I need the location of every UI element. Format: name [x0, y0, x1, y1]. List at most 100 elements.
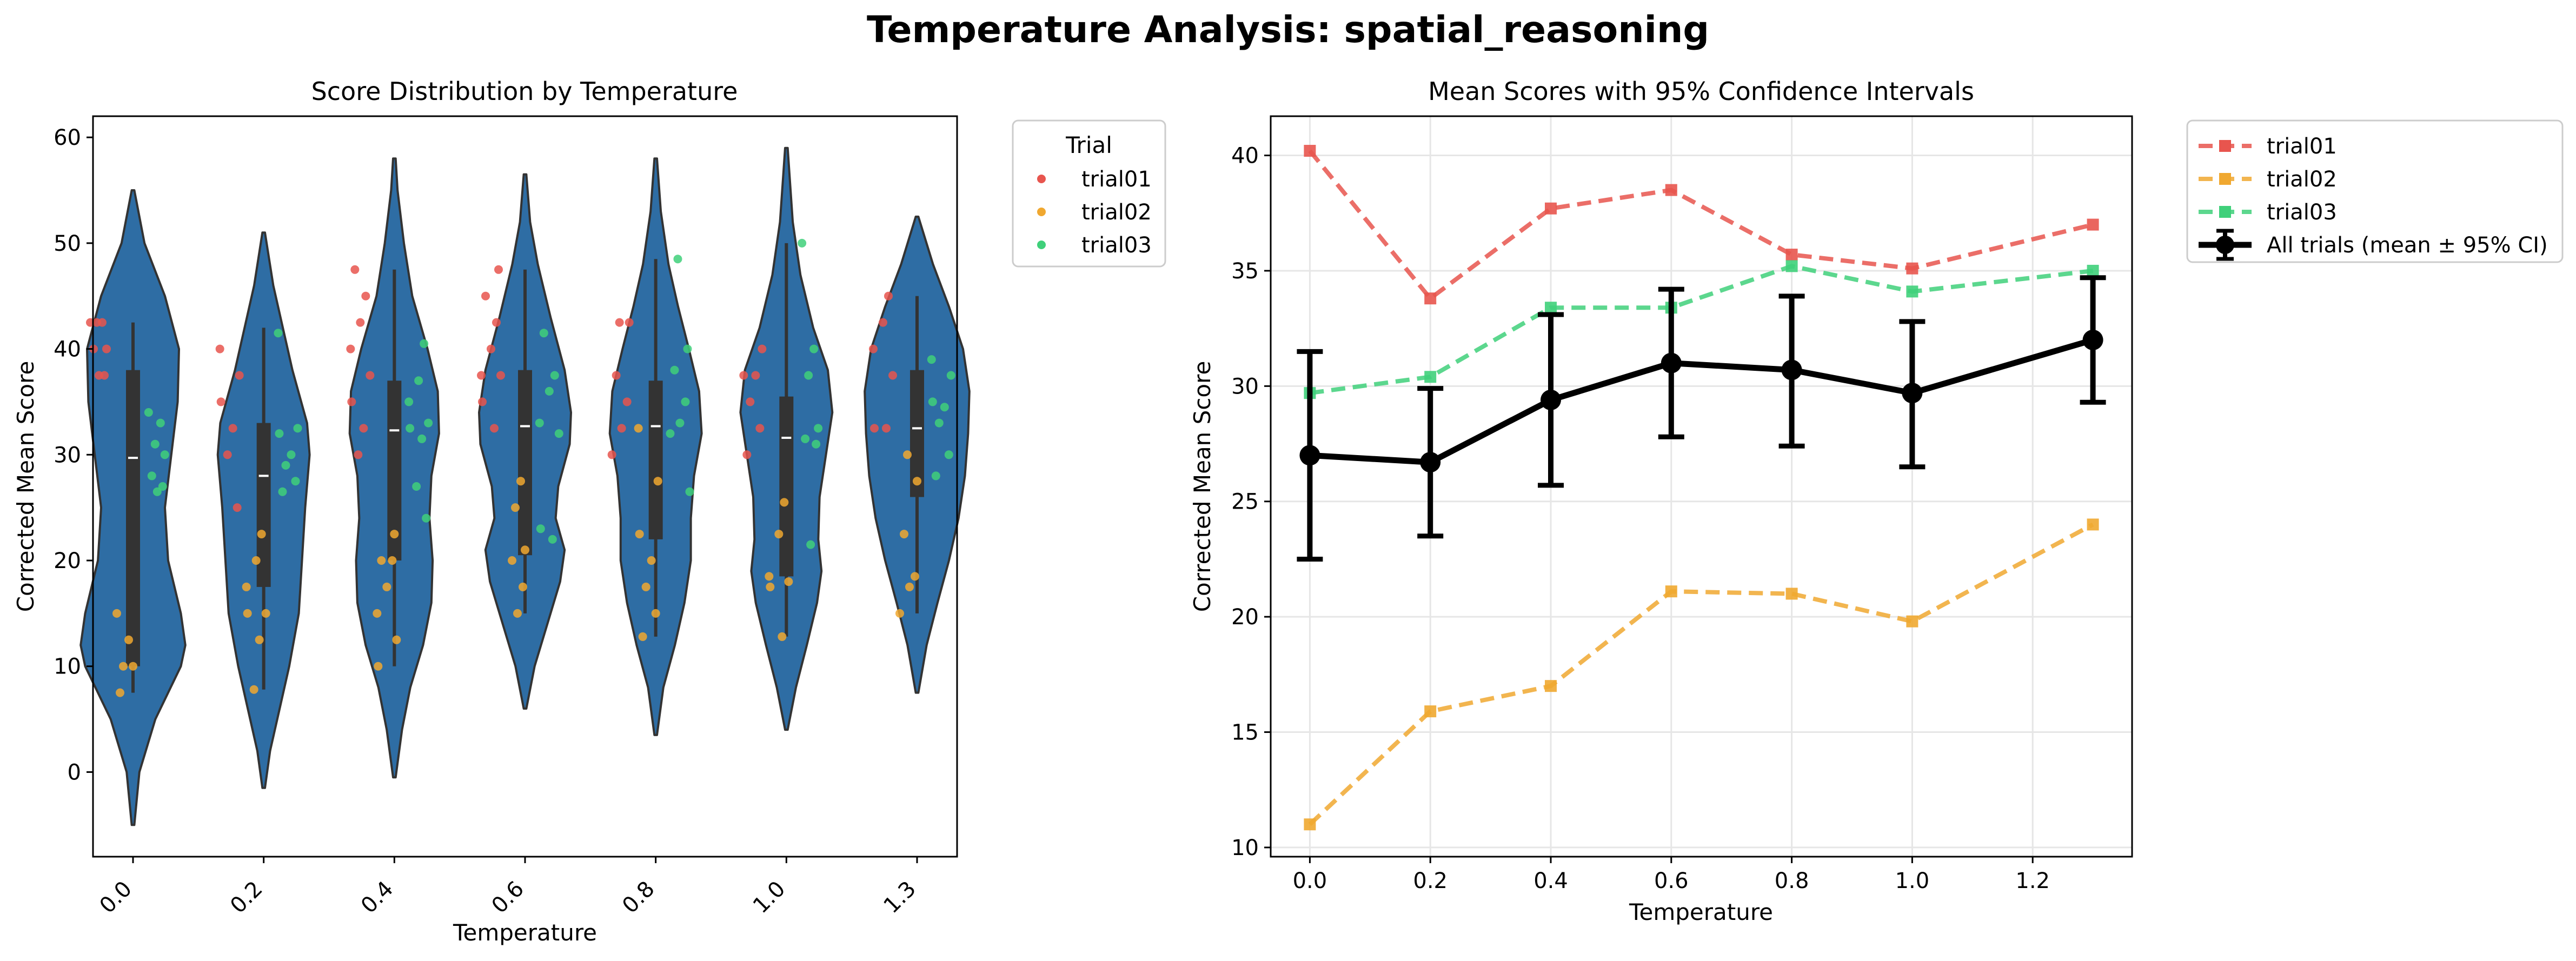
line-x-tick-label: 0.6: [1654, 869, 1689, 893]
line-x-tick-label: 1.2: [2015, 869, 2050, 893]
strip-point-trial03: [681, 397, 690, 406]
strip-point-trial02: [784, 577, 793, 586]
line-legend-marker: [2219, 173, 2231, 185]
series-point: [1906, 262, 1918, 275]
series-point: [1420, 452, 1441, 473]
strip-point-trial03: [940, 403, 949, 412]
strip-point-trial03: [536, 524, 545, 533]
strip-point-trial03: [404, 397, 414, 406]
strip-point-trial02: [249, 685, 258, 694]
violin-legend-marker: [1037, 175, 1046, 183]
strip-point-trial03: [281, 461, 290, 470]
strip-point-trial03: [422, 513, 431, 523]
strip-point-trial03: [675, 418, 685, 428]
strip-point-trial01: [228, 424, 237, 433]
line-legend-marker: [2219, 140, 2231, 152]
line-y-axis-label: Corrected Mean Score: [1189, 361, 1216, 612]
violin-y-tick-label: 30: [54, 443, 81, 468]
strip-point-trial02: [778, 632, 787, 641]
strip-point-trial02: [519, 582, 527, 591]
strip-point-trial01: [477, 371, 486, 380]
line-y-tick-label: 15: [1231, 720, 1259, 745]
strip-point-trial03: [550, 371, 559, 380]
strip-point-trial01: [625, 318, 634, 327]
strip-point-trial02: [119, 662, 128, 671]
strip-point-trial03: [274, 329, 283, 338]
violin-y-tick-label: 50: [54, 231, 81, 256]
strip-point-trial03: [944, 450, 953, 459]
strip-point-trial03: [144, 408, 153, 417]
strip-point-trial02: [129, 662, 137, 671]
violin-y-tick-label: 60: [54, 125, 81, 150]
strip-point-trial03: [809, 344, 819, 353]
violin-chart: Score Distribution by Temperature 0 10 20 3…: [12, 77, 1166, 946]
strip-point-trial02: [243, 609, 252, 618]
figure-suptitle: Temperature Analysis: spatial_reasoning: [867, 9, 1709, 51]
violin-legend: Trial trial01 trial02 trial03: [1012, 119, 1166, 268]
line-y-tick-label: 10: [1231, 836, 1259, 860]
strip-point-trial01: [366, 371, 375, 380]
violin-box: [126, 370, 140, 666]
strip-point-trial01: [615, 318, 624, 327]
violin-x-tick-label: 0.6: [487, 877, 529, 919]
strip-point-trial01: [346, 344, 355, 353]
strip-point-trial03: [406, 424, 415, 433]
strip-point-trial03: [414, 376, 423, 385]
strip-point-trial03: [685, 487, 694, 496]
strip-point-trial01: [481, 291, 490, 301]
strip-point-trial03: [417, 434, 427, 443]
strip-point-trial01: [617, 424, 626, 433]
strip-point-trial03: [928, 397, 937, 406]
strip-point-trial03: [927, 355, 936, 364]
strip-point-trial02: [911, 572, 919, 581]
strip-point-trial01: [356, 318, 365, 327]
strip-point-trial02: [382, 582, 391, 591]
strip-point-trial03: [812, 439, 821, 449]
strip-point-trial02: [641, 582, 650, 591]
line-legend-label: trial03: [2267, 200, 2337, 225]
strip-point-trial01: [746, 397, 755, 406]
violin-legend-marker: [1037, 241, 1046, 249]
violin-legend-label: trial02: [1081, 200, 1152, 225]
series-line: [1308, 149, 2094, 301]
line-x-tick-label: 0.4: [1533, 869, 1568, 893]
series-trial02: [1304, 518, 2099, 831]
line-x-tick-label: 0.2: [1413, 869, 1448, 893]
strip-point-trial02: [895, 609, 904, 618]
strip-point-trial03: [931, 471, 940, 480]
strip-point-trial02: [251, 556, 261, 565]
line-legend-label: trial02: [2267, 167, 2337, 192]
strip-point-trial03: [275, 429, 284, 438]
line-legend-marker: [2216, 236, 2234, 254]
strip-point-trial01: [223, 450, 232, 459]
series-point: [2087, 218, 2099, 231]
strip-point-trial01: [884, 291, 893, 301]
strip-point-trial02: [508, 556, 516, 565]
strip-point-trial01: [354, 450, 363, 459]
strip-point-trial02: [373, 609, 382, 618]
strip-point-trial03: [548, 535, 557, 544]
strip-point-trial02: [511, 503, 520, 512]
series-point: [1545, 202, 1557, 215]
strip-point-trial01: [870, 424, 879, 433]
strip-point-trial02: [116, 688, 124, 697]
strip-point-trial03: [412, 482, 421, 491]
strip-point-trial02: [905, 582, 914, 591]
strip-point-trial03: [934, 418, 944, 428]
violin-x-tick-label: 0.2: [225, 877, 268, 919]
strip-point-trial03: [545, 386, 554, 396]
strip-point-trial03: [535, 418, 544, 428]
violin-x-tick-label: 0.4: [356, 877, 399, 919]
violin-y-tick-label: 40: [54, 337, 81, 362]
violin-legend-label: trial03: [1081, 233, 1152, 258]
strip-point-trial03: [798, 238, 807, 248]
strip-point-trial02: [903, 450, 912, 459]
strip-point-trial01: [739, 371, 748, 380]
strip-point-trial01: [361, 291, 370, 301]
strip-point-trial01: [869, 344, 878, 353]
line-chart-frame: [1270, 115, 2133, 858]
strip-point-trial03: [683, 344, 692, 353]
violin-x-tick-label: 1.3: [879, 877, 921, 919]
strip-point-trial03: [278, 487, 287, 496]
strip-point-trial02: [780, 498, 789, 507]
